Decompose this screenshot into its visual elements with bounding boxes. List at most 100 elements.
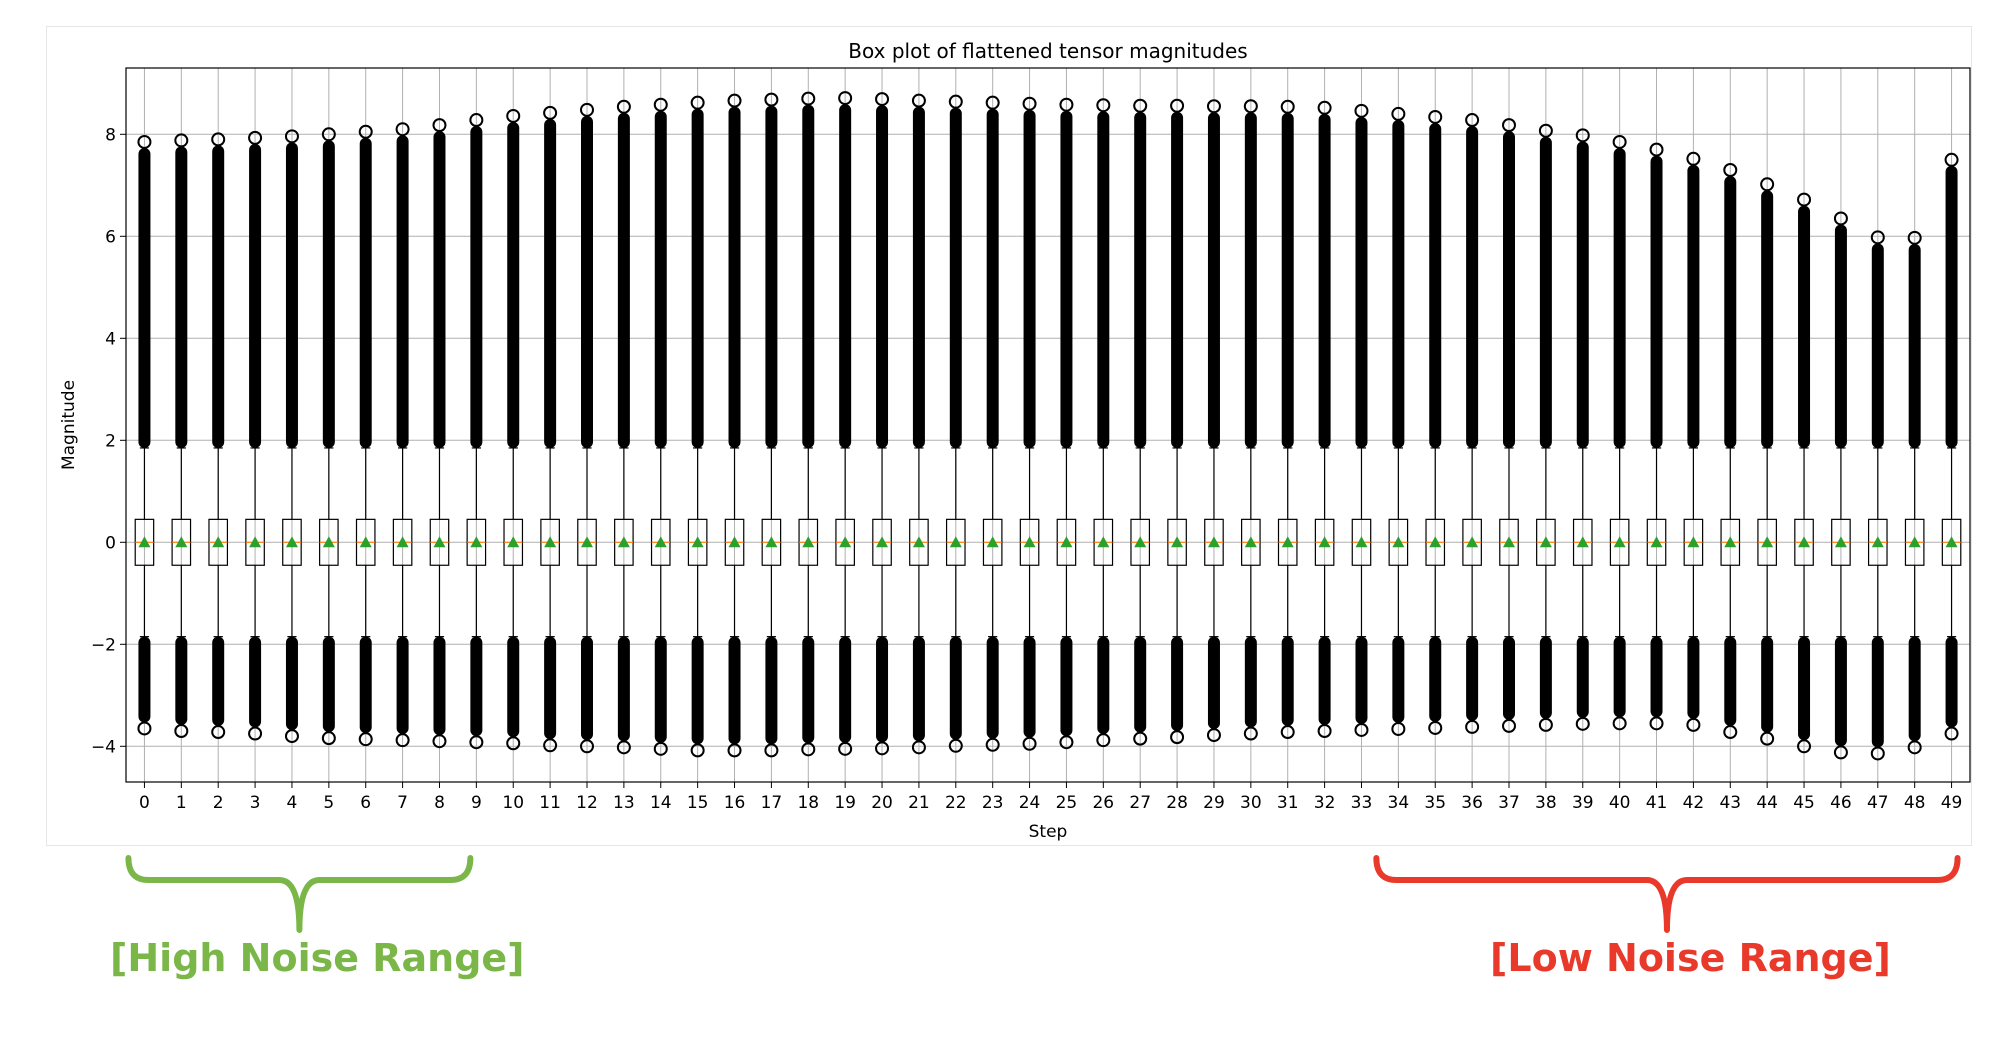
x-tick-label: 4 xyxy=(287,793,298,813)
x-tick-label: 44 xyxy=(1756,793,1778,813)
x-tick-label: 45 xyxy=(1793,793,1815,813)
mean-marker xyxy=(1023,536,1036,548)
outliers-upper xyxy=(1908,243,1921,448)
x-tick-label: 3 xyxy=(250,793,261,813)
outliers-lower xyxy=(581,636,593,741)
outliers-lower xyxy=(175,636,188,725)
outlier-max-marker xyxy=(1870,230,1885,245)
outlier-max-marker xyxy=(174,133,189,148)
x-tick-label: 32 xyxy=(1314,793,1336,813)
box-step-31 xyxy=(1277,99,1298,740)
outlier-max-marker xyxy=(1612,134,1627,149)
mean-marker xyxy=(1613,536,1626,548)
mean-marker xyxy=(1576,536,1589,548)
outliers-lower xyxy=(322,636,335,733)
x-tick-label: 34 xyxy=(1388,793,1410,813)
outlier-max-marker xyxy=(1502,118,1516,133)
x-tick-label: 1 xyxy=(176,793,187,813)
outlier-min-marker xyxy=(1612,716,1627,731)
mean-marker xyxy=(1207,536,1220,548)
box-step-24 xyxy=(1019,96,1040,751)
outliers-lower xyxy=(1023,636,1036,738)
outliers-lower xyxy=(876,636,889,743)
box-step-38 xyxy=(1536,123,1556,732)
outliers-lower xyxy=(138,636,151,723)
mean-marker xyxy=(654,536,667,548)
outliers-upper xyxy=(1761,190,1774,448)
outlier-max-marker xyxy=(432,118,447,133)
mean-marker xyxy=(1097,536,1110,548)
x-tick-label: 2 xyxy=(213,793,224,813)
x-tick-label: 37 xyxy=(1498,793,1520,813)
x-tick-label: 40 xyxy=(1609,793,1631,813)
box-step-35 xyxy=(1425,109,1446,735)
outlier-min-marker xyxy=(321,731,336,746)
mean-marker xyxy=(1798,536,1811,548)
y-tick-label: 8 xyxy=(105,125,116,145)
mean-marker xyxy=(1687,536,1700,548)
box-step-13 xyxy=(614,99,634,755)
outlier-min-marker xyxy=(1428,720,1443,735)
outliers-lower xyxy=(765,636,778,745)
outlier-max-marker xyxy=(727,93,742,108)
x-tick-label: 0 xyxy=(139,793,150,813)
box-step-15 xyxy=(687,95,708,758)
outlier-max-marker xyxy=(1538,123,1553,138)
outliers-upper xyxy=(1798,205,1811,448)
outlier-min-marker xyxy=(1760,731,1775,746)
outlier-max-marker xyxy=(1317,100,1332,115)
outliers-upper xyxy=(912,106,925,448)
outliers-upper xyxy=(1097,111,1110,448)
mean-marker xyxy=(249,536,262,548)
box-step-6 xyxy=(355,124,376,747)
outlier-min-marker xyxy=(1907,740,1922,755)
outliers-lower xyxy=(1539,636,1552,719)
box-step-45 xyxy=(1794,192,1814,754)
outlier-max-marker xyxy=(284,129,299,144)
outliers-lower xyxy=(544,636,557,740)
outlier-max-marker xyxy=(248,130,263,145)
outliers-lower xyxy=(728,636,741,745)
mean-marker xyxy=(1761,536,1774,548)
mean-marker xyxy=(1281,536,1294,548)
outliers-lower xyxy=(433,636,446,736)
outliers-upper xyxy=(617,112,630,448)
outlier-max-marker xyxy=(1686,151,1701,166)
outlier-max-marker xyxy=(911,93,926,108)
mean-marker xyxy=(322,536,335,548)
outlier-min-marker xyxy=(875,741,890,756)
outliers-lower xyxy=(802,636,815,744)
outlier-min-marker xyxy=(580,739,594,754)
outlier-min-marker xyxy=(1391,721,1406,736)
outliers-upper xyxy=(1134,111,1147,448)
outlier-min-marker xyxy=(1723,725,1738,740)
box-step-27 xyxy=(1130,98,1151,746)
outliers-lower xyxy=(1207,636,1220,730)
outliers-upper xyxy=(1539,136,1552,448)
outliers-upper xyxy=(691,108,704,448)
box-step-1 xyxy=(171,133,192,738)
box-step-44 xyxy=(1757,177,1777,746)
x-tick-label: 36 xyxy=(1461,793,1483,813)
outliers-upper xyxy=(1613,147,1626,448)
outlier-min-marker xyxy=(1170,730,1185,745)
high-noise-bracket xyxy=(125,855,474,933)
outlier-min-marker xyxy=(1059,735,1074,750)
x-tick-label: 16 xyxy=(724,793,746,813)
mean-marker xyxy=(949,536,962,548)
outlier-min-marker xyxy=(801,742,816,757)
mean-marker xyxy=(1503,536,1515,548)
outlier-min-marker xyxy=(1502,718,1516,733)
outliers-lower xyxy=(212,636,225,727)
box-step-11 xyxy=(540,105,560,753)
mean-marker xyxy=(1429,536,1442,548)
outliers-upper xyxy=(654,110,667,448)
outlier-min-marker xyxy=(653,741,668,756)
mean-marker xyxy=(359,536,372,548)
outlier-max-marker xyxy=(395,122,410,137)
mean-marker xyxy=(1945,536,1958,548)
outliers-upper xyxy=(1687,164,1700,448)
x-tick-label: 27 xyxy=(1129,793,1151,813)
x-axis-label: Step xyxy=(1029,822,1068,842)
